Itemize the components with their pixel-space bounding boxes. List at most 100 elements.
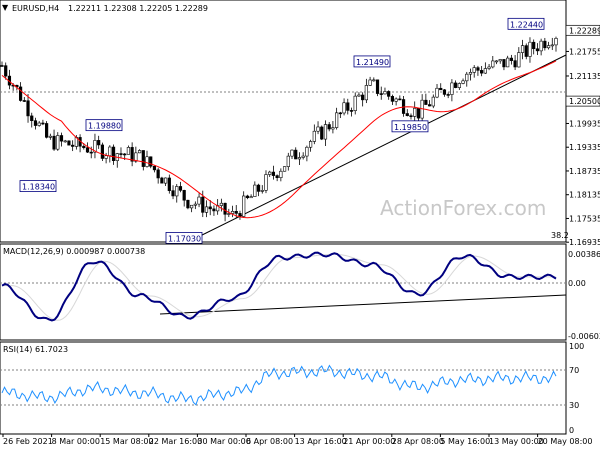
panel-expand-icon[interactable]: ▼	[2, 3, 9, 12]
price-tick-label: 1.20500	[569, 97, 600, 106]
price-tick-label: 1.22289	[569, 26, 600, 35]
candle-body	[163, 177, 168, 184]
candle-body	[208, 206, 212, 210]
candle-body	[22, 100, 26, 102]
candle-body	[234, 211, 238, 214]
candle-body	[394, 98, 398, 102]
candle-body	[390, 96, 395, 102]
price-annotation-box	[391, 120, 429, 133]
candle-body	[442, 89, 447, 95]
candle-body	[465, 73, 469, 82]
candle-body	[294, 149, 298, 160]
candle-body	[528, 41, 532, 57]
candle-body	[204, 206, 209, 213]
symbol-label: EURUSD,H4	[12, 4, 59, 13]
candle-body	[30, 115, 34, 121]
candle-body	[409, 115, 413, 117]
candle-body	[535, 48, 540, 52]
candle-body	[104, 155, 108, 159]
macd-panel: MACD(12,26,9) 0.000987 0.000738 0.003864…	[0, 243, 600, 341]
candle-body	[364, 85, 368, 101]
candle-body	[245, 195, 249, 199]
candle-body	[59, 135, 64, 142]
candle-body	[167, 177, 171, 191]
candle-body	[0, 65, 4, 67]
candle-body	[282, 166, 287, 172]
candle-body	[182, 190, 186, 201]
candle-body	[26, 100, 30, 117]
candle-body	[4, 65, 8, 77]
candle-body	[119, 153, 123, 155]
candle-body	[85, 147, 90, 153]
candle-body	[513, 60, 517, 68]
candle-body	[190, 204, 194, 209]
candle-body	[126, 147, 131, 155]
time-tick-label: 26 Feb 2021	[3, 437, 53, 446]
time-tick-label: 15 Mar 08:00	[100, 437, 153, 446]
candle-body	[290, 149, 294, 157]
time-tick-label: 28 Apr 08:00	[392, 437, 444, 446]
candle-body	[238, 213, 242, 217]
candle-body	[156, 169, 160, 179]
candle-body	[193, 203, 197, 206]
candle-body	[71, 144, 75, 147]
candle-body	[357, 94, 361, 97]
candle-body	[249, 196, 253, 199]
candle-body	[312, 130, 316, 142]
candle-body	[539, 40, 543, 52]
candle-body	[130, 147, 134, 162]
candle-body	[149, 156, 153, 167]
candle-body	[323, 124, 328, 140]
candle-body	[416, 107, 421, 119]
candle-body	[48, 135, 52, 138]
candle-body	[286, 155, 290, 167]
candle-body	[550, 44, 554, 47]
candle-body	[509, 57, 513, 61]
price-annotation: 1.18340	[22, 183, 55, 192]
candle-body	[223, 202, 227, 215]
candle-body	[446, 94, 450, 96]
candle-body	[546, 45, 551, 49]
candle-body	[398, 98, 402, 101]
candle-body	[260, 190, 264, 192]
price-annotation-box	[507, 17, 545, 30]
candle-body	[212, 208, 216, 212]
candle-body	[461, 80, 465, 84]
candle-body	[413, 107, 417, 117]
price-annotation-box	[353, 55, 391, 68]
price-panel: ▼ EURUSD,H4 1.22211 1.22308 1.22205 1.22…	[0, 0, 600, 247]
price-annotation: 1.21490	[356, 58, 389, 67]
price-annotation-box	[165, 232, 203, 244]
candle-body	[494, 60, 499, 63]
candle-body	[368, 79, 372, 86]
rsi-line	[1, 364, 557, 406]
macd-signal-line	[2, 253, 556, 321]
candle-body	[383, 91, 387, 95]
macd-tick-bottom: -0.006038	[568, 332, 600, 341]
candle-body	[435, 87, 439, 98]
candle-body	[297, 157, 302, 160]
candle-body	[18, 86, 23, 101]
price-tick-label: 1.19935	[569, 119, 600, 128]
candle-body	[89, 151, 93, 154]
candle-body	[264, 174, 268, 191]
macd-trendline	[159, 294, 567, 315]
candle-body	[468, 72, 473, 75]
candle-body	[253, 184, 257, 197]
candle-body	[178, 186, 183, 191]
candle-body	[45, 123, 49, 138]
candle-body	[141, 150, 145, 167]
candle-body	[346, 102, 350, 111]
candle-body	[37, 122, 41, 126]
candle-body	[160, 177, 164, 184]
rsi-tick-30: 30	[569, 401, 579, 410]
candle-body	[498, 59, 502, 62]
candle-body	[387, 91, 391, 97]
candle-body	[405, 113, 409, 116]
rsi-tick-0: 0	[569, 426, 574, 435]
price-tick-label: 1.17535	[569, 214, 600, 223]
candle-body	[349, 110, 354, 112]
candle-body	[201, 196, 205, 213]
candle-body	[227, 213, 231, 215]
candle-body	[67, 140, 71, 146]
